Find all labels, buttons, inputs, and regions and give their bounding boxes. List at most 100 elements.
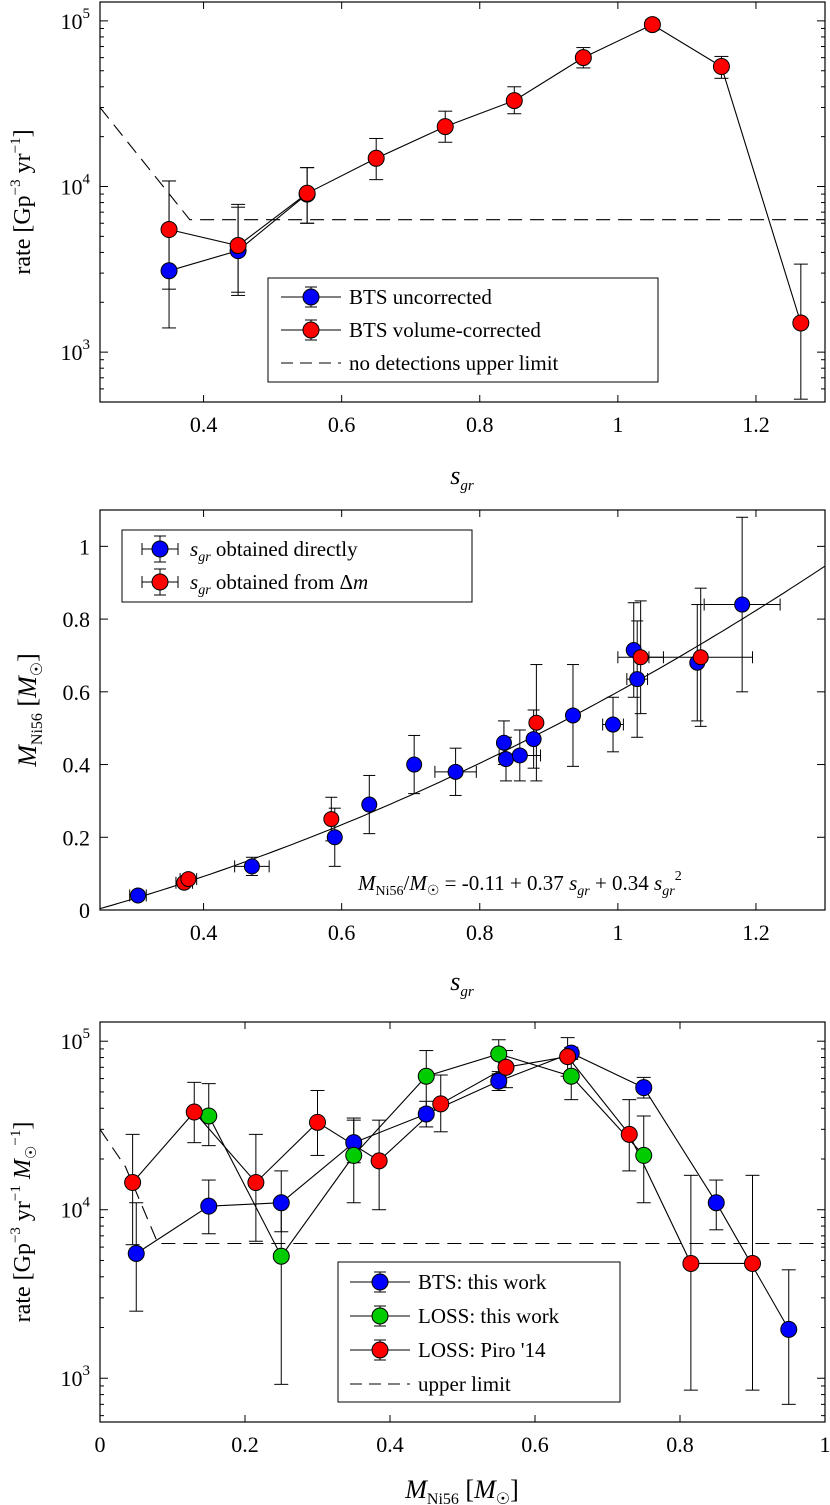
data-point — [417, 1105, 435, 1123]
data-point — [129, 887, 146, 904]
panel-middle-y-axis-label: MNi56 [M☉] — [13, 653, 46, 768]
data-point — [127, 1244, 145, 1262]
x-tick-label: 1.2 — [742, 412, 770, 437]
data-point — [406, 756, 423, 773]
legend-label-loss-piro: LOSS: Piro '14 — [418, 1338, 546, 1362]
panel-top-legend: BTS uncorrected BTS volume-corrected no … — [267, 277, 659, 383]
data-point — [635, 1079, 653, 1097]
x-tick-label: 1 — [612, 412, 623, 437]
data-point — [525, 731, 542, 748]
data-point — [200, 1107, 218, 1125]
x-tick-label: 0.6 — [328, 920, 356, 945]
legend-entry-sgr-direct: sgr obtained directly — [141, 535, 358, 565]
fit-equation-annotation: MNi56/M☉ = -0.11 + 0.37 sgr + 0.34 sgr2 — [357, 869, 682, 899]
x-tick-label: 0.8 — [466, 920, 494, 945]
panel-middle-x-tick-labels: 0.4 0.6 0.8 1 1.2 — [190, 920, 770, 945]
legend-label-bts-this-work: BTS: this work — [418, 1270, 547, 1294]
data-point — [436, 118, 454, 136]
panel-top-y-axis-label: rate [Gp−3 yr−1] — [8, 129, 36, 274]
panel-bottom-x-axis-label: MNi56 [M☉] — [404, 1475, 519, 1505]
data-point — [605, 716, 622, 733]
data-point — [447, 763, 464, 780]
legend-label-no-detections: no detections upper limit — [349, 351, 559, 375]
x-tick-label: 1.2 — [742, 920, 770, 945]
x-tick-label: 1 — [612, 920, 623, 945]
legend-entry-loss-this-work: LOSS: this work — [350, 1304, 560, 1328]
data-point — [792, 314, 810, 332]
data-point — [490, 1045, 508, 1063]
data-point — [309, 1113, 326, 1131]
panel-middle-x-axis-label: sgr — [450, 967, 474, 1000]
panel-middle-legend-box — [121, 529, 473, 603]
x-tick-label: 0 — [95, 1432, 106, 1457]
panel-middle-legend: sgr obtained directly sgr obtained from … — [121, 529, 473, 603]
panel-top-rate-vs-sgr: 0.4 0.6 0.8 1 1.2 103 104 105 sgr rate [Gp−3 y… — [8, 1, 826, 494]
data-point — [780, 1320, 798, 1338]
data-point — [559, 1048, 577, 1066]
data-point — [562, 1067, 580, 1085]
panel-top-frame — [99, 1, 826, 403]
data-point — [490, 1072, 508, 1090]
y-tick-label: 0.8 — [63, 607, 91, 632]
data-point — [370, 1152, 388, 1170]
data-point — [160, 262, 178, 280]
data-point — [712, 58, 730, 76]
data-point — [272, 1194, 290, 1212]
data-point — [323, 811, 340, 828]
series-line — [135, 1052, 790, 1330]
legend-label-bts-uncorrected: BTS uncorrected — [349, 285, 492, 309]
data-point — [272, 1247, 290, 1265]
panel-middle-y-tick-labels: 0 0.2 0.4 0.6 0.8 1 — [63, 534, 91, 923]
y-tick-label: 103 — [61, 337, 91, 365]
data-point — [629, 671, 646, 688]
y-tick-label: 103 — [61, 1363, 91, 1391]
data-point — [511, 747, 528, 764]
legend-entry-bts-volume-corrected: BTS volume-corrected — [281, 318, 541, 342]
legend-entry-upper-limit-bottom: upper limit — [350, 1372, 511, 1396]
y-tick-label: 1 — [79, 534, 90, 559]
y-tick-label: 0.6 — [63, 680, 91, 705]
data-point — [229, 237, 247, 255]
y-tick-label: 105 — [61, 6, 91, 34]
x-tick-label: 0.6 — [328, 412, 356, 437]
series-line — [132, 1056, 753, 1264]
data-point — [643, 16, 661, 34]
data-point — [243, 858, 260, 875]
data-point — [620, 1125, 638, 1143]
x-tick-label: 0.8 — [666, 1432, 694, 1457]
data-point — [200, 1197, 218, 1215]
y-tick-label: 0.4 — [63, 753, 91, 778]
legend-entry-upper-limit: no detections upper limit — [281, 351, 559, 375]
data-point — [564, 707, 581, 724]
panel-bottom-frame — [99, 1021, 826, 1423]
data-point — [635, 1146, 653, 1164]
data-point — [326, 829, 343, 846]
x-tick-label: 0.4 — [190, 920, 218, 945]
data-point — [498, 751, 514, 768]
legend-label-sgr-from-dm: sgr obtained from Δm — [190, 570, 368, 598]
y-tick-label: 105 — [61, 1026, 91, 1054]
data-point — [298, 184, 316, 202]
legend-entry-sgr-from-dm: sgr obtained from Δm — [141, 568, 368, 598]
data-point — [682, 1254, 700, 1272]
y-tick-label: 0.2 — [63, 825, 91, 850]
data-point — [367, 149, 385, 167]
data-point — [247, 1174, 265, 1192]
legend-entry-bts-uncorrected: BTS uncorrected — [281, 285, 492, 309]
panel-middle-frame — [99, 509, 826, 911]
legend-entry-loss-piro: LOSS: Piro '14 — [350, 1338, 546, 1362]
data-point — [505, 92, 523, 110]
data-point — [495, 734, 512, 751]
panel-bottom-legend: BTS: this work LOSS: this work LOSS: Pir… — [337, 1261, 621, 1403]
data-point — [734, 596, 751, 613]
legend-label-loss-this-work: LOSS: this work — [418, 1304, 560, 1328]
data-point — [707, 1194, 725, 1212]
legend-label-sgr-direct: sgr obtained directly — [190, 537, 358, 565]
data-point — [744, 1254, 761, 1272]
fit-curve — [99, 565, 826, 910]
data-point — [497, 1058, 515, 1076]
legend-label-bts-volume-corrected: BTS volume-corrected — [349, 318, 541, 342]
x-tick-label: 0.6 — [521, 1432, 549, 1457]
data-point — [160, 221, 178, 239]
upper-limit-line — [99, 107, 825, 221]
